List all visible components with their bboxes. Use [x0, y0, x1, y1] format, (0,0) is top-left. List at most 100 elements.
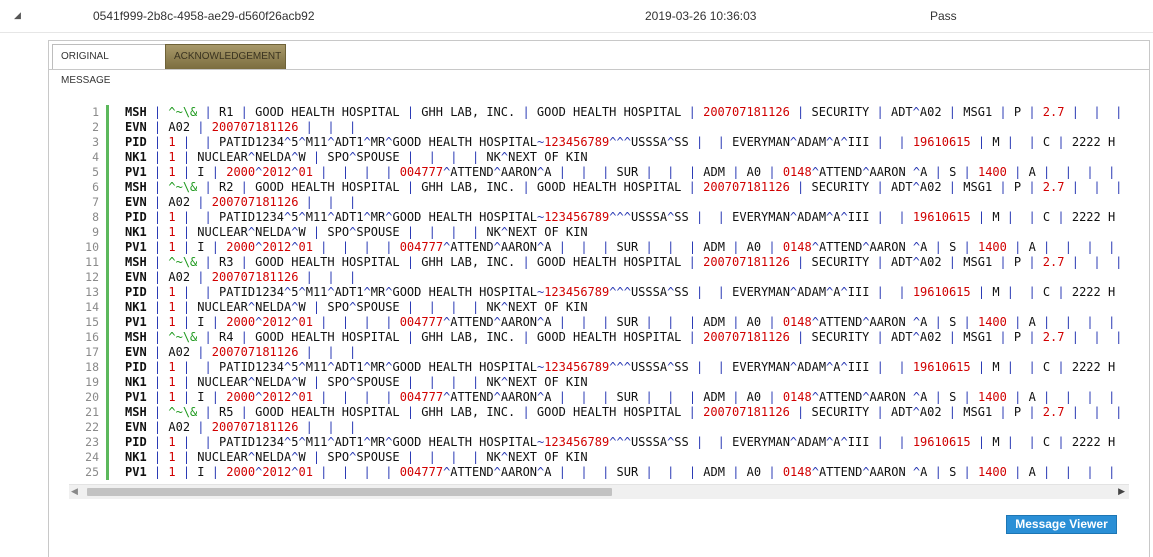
- code-line: 3 PID | 1 | | PATID1234^5^M11^ADT1^MR^GOO…: [69, 135, 1127, 150]
- tab-divider: [49, 69, 1149, 70]
- message-panel: ORIGINAL MESSAGE ACKNOWLEDGEMENT 1 MSH | …: [48, 40, 1150, 557]
- segment-text: MSH | ^~\& | R4 | GOOD HEALTH HOSPITAL |…: [125, 330, 1123, 344]
- gutter-bar: [106, 180, 109, 195]
- gutter-bar: [106, 120, 109, 135]
- gutter-bar: [106, 255, 109, 270]
- gutter-bar: [106, 270, 109, 285]
- code-line: 1 MSH | ^~\& | R1 | GOOD HEALTH HOSPITAL …: [69, 105, 1127, 120]
- code-line: 25 PV1 | 1 | I | 2000^2012^01 | | | | 004…: [69, 465, 1127, 480]
- line-number: 8: [92, 210, 99, 224]
- code-line: 23 PID | 1 | | PATID1234^5^M11^ADT1^MR^GO…: [69, 435, 1127, 450]
- code-line: 13 PID | 1 | | PATID1234^5^M11^ADT1^MR^GO…: [69, 285, 1127, 300]
- code-line: 4 NK1 | 1 | NUCLEAR^NELDA^W | SPO^SPOUSE …: [69, 150, 1127, 165]
- status-text: Pass: [930, 9, 957, 23]
- gutter-bar: [106, 285, 109, 300]
- gutter-bar: [106, 450, 109, 465]
- line-number: 12: [85, 270, 99, 284]
- segment-text: EVN | A02 | 200707181126 | | |: [125, 195, 364, 209]
- segment-text: MSH | ^~\& | R1 | GOOD HEALTH HOSPITAL |…: [125, 105, 1123, 119]
- gutter-bar: [106, 360, 109, 375]
- line-number: 7: [92, 195, 99, 209]
- segment-text: PV1 | 1 | I | 2000^2012^01 | | | | 00477…: [125, 465, 1123, 479]
- line-number: 19: [85, 375, 99, 389]
- scroll-thumb[interactable]: [87, 488, 612, 496]
- gutter-bar: [106, 345, 109, 360]
- gutter-bar: [106, 300, 109, 315]
- segment-text: MSH | ^~\& | R3 | GOOD HEALTH HOSPITAL |…: [125, 255, 1123, 269]
- code-line: 20 PV1 | 1 | I | 2000^2012^01 | | | | 004…: [69, 390, 1127, 405]
- gutter-bar: [106, 105, 109, 120]
- message-viewer-button[interactable]: Message Viewer: [1006, 515, 1117, 534]
- segment-text: PID | 1 | | PATID1234^5^M11^ADT1^MR^GOOD…: [125, 360, 1116, 374]
- gutter-bar: [106, 330, 109, 345]
- line-number: 21: [85, 405, 99, 419]
- segment-text: PV1 | 1 | I | 2000^2012^01 | | | | 00477…: [125, 315, 1123, 329]
- line-number: 23: [85, 435, 99, 449]
- segment-text: EVN | A02 | 200707181126 | | |: [125, 120, 364, 134]
- code-line: 14 NK1 | 1 | NUCLEAR^NELDA^W | SPO^SPOUSE…: [69, 300, 1127, 315]
- line-number: 4: [92, 150, 99, 164]
- segment-text: EVN | A02 | 200707181126 | | |: [125, 420, 364, 434]
- line-number: 18: [85, 360, 99, 374]
- line-number: 3: [92, 135, 99, 149]
- code-line: 12 EVN | A02 | 200707181126 | | |: [69, 270, 1127, 285]
- segment-text: PV1 | 1 | I | 2000^2012^01 | | | | 00477…: [125, 390, 1123, 404]
- code-line: 7 EVN | A02 | 200707181126 | | |: [69, 195, 1127, 210]
- gutter-bar: [106, 465, 109, 480]
- code-line: 2 EVN | A02 | 200707181126 | | |: [69, 120, 1127, 135]
- line-number: 10: [85, 240, 99, 254]
- gutter-bar: [106, 150, 109, 165]
- message-row[interactable]: ◢ 0541f999-2b8c-4958-ae29-d560f26acb92 2…: [0, 0, 1153, 33]
- line-number: 17: [85, 345, 99, 359]
- segment-text: NK1 | 1 | NUCLEAR^NELDA^W | SPO^SPOUSE |…: [125, 375, 588, 389]
- code-line: 5 PV1 | 1 | I | 2000^2012^01 | | | | 0047…: [69, 165, 1127, 180]
- code-line: 9 NK1 | 1 | NUCLEAR^NELDA^W | SPO^SPOUSE …: [69, 225, 1127, 240]
- hl7-code-view[interactable]: 1 MSH | ^~\& | R1 | GOOD HEALTH HOSPITAL …: [69, 105, 1127, 484]
- message-id: 0541f999-2b8c-4958-ae29-d560f26acb92: [93, 9, 315, 23]
- segment-text: NK1 | 1 | NUCLEAR^NELDA^W | SPO^SPOUSE |…: [125, 150, 588, 164]
- code-line: 15 PV1 | 1 | I | 2000^2012^01 | | | | 004…: [69, 315, 1127, 330]
- line-number: 1: [92, 105, 99, 119]
- gutter-bar: [106, 420, 109, 435]
- segment-text: PV1 | 1 | I | 2000^2012^01 | | | | 00477…: [125, 165, 1123, 179]
- gutter-bar: [106, 195, 109, 210]
- segment-text: PID | 1 | | PATID1234^5^M11^ADT1^MR^GOOD…: [125, 135, 1116, 149]
- code-line: 17 EVN | A02 | 200707181126 | | |: [69, 345, 1127, 360]
- code-line: 8 PID | 1 | | PATID1234^5^M11^ADT1^MR^GOO…: [69, 210, 1127, 225]
- segment-text: NK1 | 1 | NUCLEAR^NELDA^W | SPO^SPOUSE |…: [125, 225, 588, 239]
- line-number: 6: [92, 180, 99, 194]
- horizontal-scrollbar[interactable]: ◀ ▶: [69, 484, 1129, 499]
- segment-text: EVN | A02 | 200707181126 | | |: [125, 345, 364, 359]
- code-line: 16 MSH | ^~\& | R4 | GOOD HEALTH HOSPITAL…: [69, 330, 1127, 345]
- line-number: 25: [85, 465, 99, 479]
- line-number: 5: [92, 165, 99, 179]
- gutter-bar: [106, 240, 109, 255]
- line-number: 11: [85, 255, 99, 269]
- gutter-bar: [106, 135, 109, 150]
- code-line: 21 MSH | ^~\& | R5 | GOOD HEALTH HOSPITAL…: [69, 405, 1127, 420]
- gutter-bar: [106, 390, 109, 405]
- scroll-left-icon[interactable]: ◀: [71, 486, 78, 496]
- tab-original-message[interactable]: ORIGINAL MESSAGE: [52, 44, 168, 86]
- segment-text: MSH | ^~\& | R2 | GOOD HEALTH HOSPITAL |…: [125, 180, 1123, 194]
- scroll-right-icon[interactable]: ▶: [1118, 486, 1125, 496]
- message-timestamp: 2019-03-26 10:36:03: [645, 9, 757, 23]
- gutter-bar: [106, 435, 109, 450]
- line-number: 2: [92, 120, 99, 134]
- segment-text: PID | 1 | | PATID1234^5^M11^ADT1^MR^GOOD…: [125, 210, 1116, 224]
- segment-text: NK1 | 1 | NUCLEAR^NELDA^W | SPO^SPOUSE |…: [125, 300, 588, 314]
- collapse-caret-icon[interactable]: ◢: [14, 10, 21, 20]
- line-number: 24: [85, 450, 99, 464]
- line-number: 16: [85, 330, 99, 344]
- gutter-bar: [106, 165, 109, 180]
- code-line: 19 NK1 | 1 | NUCLEAR^NELDA^W | SPO^SPOUSE…: [69, 375, 1127, 390]
- tab-acknowledgement[interactable]: ACKNOWLEDGEMENT: [165, 44, 286, 69]
- segment-text: MSH | ^~\& | R5 | GOOD HEALTH HOSPITAL |…: [125, 405, 1123, 419]
- code-line: 22 EVN | A02 | 200707181126 | | |: [69, 420, 1127, 435]
- code-line: 24 NK1 | 1 | NUCLEAR^NELDA^W | SPO^SPOUSE…: [69, 450, 1127, 465]
- segment-text: EVN | A02 | 200707181126 | | |: [125, 270, 364, 284]
- line-number: 13: [85, 285, 99, 299]
- line-number: 14: [85, 300, 99, 314]
- segment-text: PV1 | 1 | I | 2000^2012^01 | | | | 00477…: [125, 240, 1123, 254]
- line-number: 15: [85, 315, 99, 329]
